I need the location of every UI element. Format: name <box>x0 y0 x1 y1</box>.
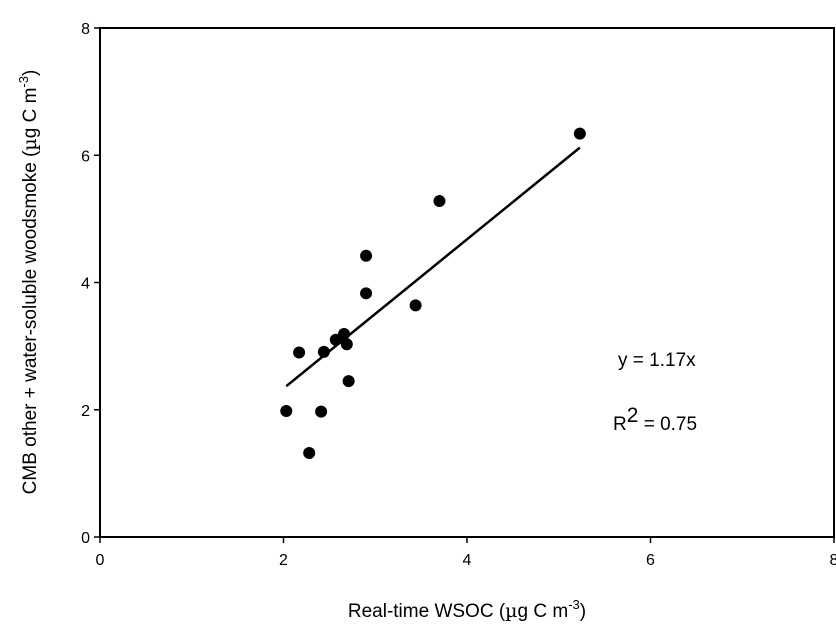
x-axis-label-mu: µ <box>505 600 517 622</box>
data-points <box>280 127 586 460</box>
r-squared-superscript: 2 <box>627 404 639 427</box>
y-tick-label: 2 <box>81 403 90 420</box>
y-axis-ticks: 0 2 4 6 8 <box>81 21 100 547</box>
equation-annotation: y = 1.17x <box>618 350 696 371</box>
x-tick-label: 2 <box>279 552 288 569</box>
r-squared-value: = 0.75 <box>638 414 697 435</box>
r-squared-annotation: R2 = 0.75 <box>613 404 697 435</box>
y-tick-label: 6 <box>81 148 90 165</box>
y-axis-label-superscript: -3 <box>16 76 31 88</box>
x-axis-label: Real-time WSOC (µg C m-3) <box>348 597 586 622</box>
regression-line <box>285 146 581 388</box>
x-axis-label-unit: g C m <box>518 601 569 622</box>
data-point <box>317 345 330 358</box>
data-point <box>315 405 328 418</box>
x-axis-label-main: Real-time WSOC ( <box>348 601 506 622</box>
x-axis-label-superscript: -3 <box>568 597 580 612</box>
y-axis-label-close: ) <box>20 70 41 76</box>
x-tick-label: 4 <box>463 552 472 569</box>
r-squared-prefix: R <box>613 414 627 435</box>
data-point <box>338 328 351 341</box>
y-axis-label-unit: g C m <box>20 88 41 139</box>
data-point <box>573 127 586 140</box>
y-tick-label: 0 <box>81 530 90 547</box>
y-axis-label: CMB other + water-soluble woodsmoke (µg … <box>16 70 41 495</box>
data-point <box>340 338 353 351</box>
data-point <box>293 346 306 359</box>
data-point <box>342 375 355 388</box>
data-point <box>303 447 316 460</box>
data-point <box>433 195 446 208</box>
x-axis-ticks: 0 2 4 6 8 <box>96 537 836 569</box>
plot-frame <box>99 27 835 538</box>
data-point <box>280 405 293 418</box>
y-axis-label-main: CMB other + water-soluble woodsmoke ( <box>20 150 41 494</box>
x-tick-label: 8 <box>830 552 836 569</box>
y-tick-label: 4 <box>81 276 90 293</box>
y-tick-label: 8 <box>81 21 90 38</box>
data-point <box>360 249 373 262</box>
data-point <box>409 299 422 312</box>
x-axis-label-close: ) <box>580 601 586 622</box>
x-tick-label: 6 <box>646 552 655 569</box>
data-point <box>360 287 373 300</box>
x-tick-label: 0 <box>96 552 105 569</box>
y-axis-label-mu: µ <box>19 138 41 150</box>
